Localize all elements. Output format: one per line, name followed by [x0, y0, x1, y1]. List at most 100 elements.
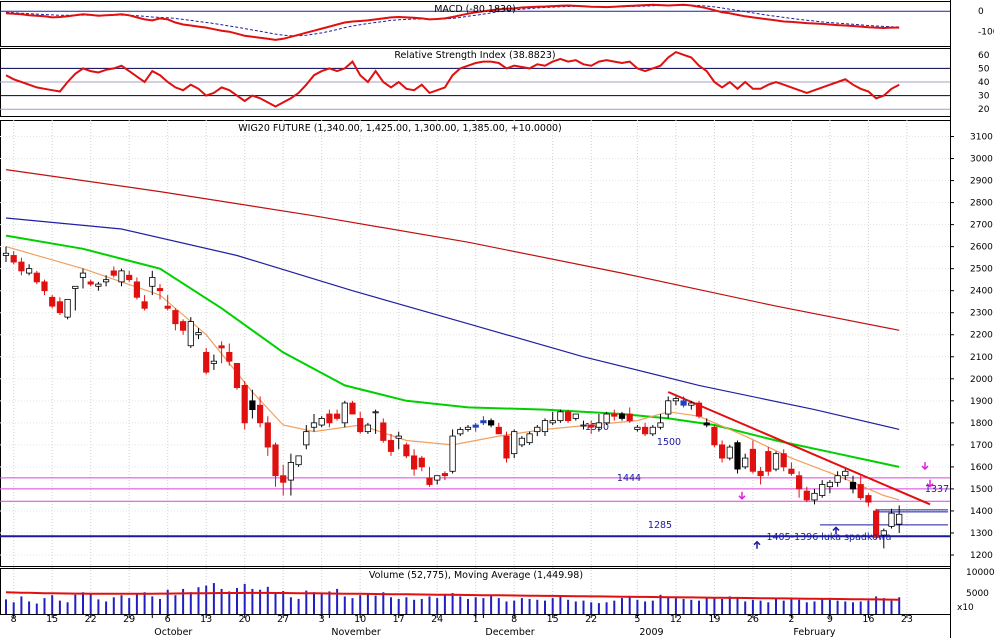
- candle-body: [172, 310, 179, 325]
- downtrend-line: [667, 391, 931, 506]
- candle-body: [249, 400, 256, 411]
- macd-tick-label: 0: [978, 7, 984, 17]
- candle-body: [757, 470, 764, 477]
- candle-body: [126, 274, 133, 281]
- volume-multiplier: x10: [957, 603, 974, 613]
- x-axis-label: 26: [747, 614, 759, 625]
- candle-body: [665, 400, 672, 415]
- macd-tick-label: -100: [978, 28, 994, 38]
- candle-body: [711, 426, 718, 446]
- candle-body: [318, 418, 325, 426]
- price-tick-label: 1700: [970, 441, 993, 451]
- candle-body: [642, 426, 649, 435]
- candle-body: [634, 426, 641, 430]
- candle-body: [226, 351, 233, 362]
- candle-body: [218, 345, 225, 349]
- signal-arrow: [753, 540, 761, 546]
- candle-body: [557, 411, 564, 422]
- candle-body: [449, 435, 456, 472]
- candle-body: [749, 448, 757, 472]
- price-tick-label: 2500: [970, 265, 993, 275]
- price-tick-label: 2700: [970, 221, 993, 231]
- moving-average-ma_mid: [5, 234, 900, 468]
- candle-body: [457, 429, 464, 435]
- candle-body: [95, 283, 102, 287]
- x-axis-label: February: [793, 627, 835, 638]
- candle-body: [287, 462, 295, 481]
- candle-body: [796, 475, 803, 490]
- price-tick-label: 2200: [970, 331, 993, 341]
- signal-arrow: [738, 495, 746, 500]
- candle-body: [2, 252, 10, 256]
- candle-body: [49, 296, 56, 307]
- candle-body: [410, 455, 418, 470]
- x-axis-label: 9: [827, 614, 833, 625]
- candle-body: [41, 281, 48, 292]
- x-axis-label: 19: [708, 614, 720, 625]
- candle-body: [333, 413, 341, 419]
- x-axis-label: 27: [277, 614, 289, 625]
- rsi-tick-label: 30: [978, 92, 990, 102]
- candle-body: [842, 470, 849, 477]
- candle-body: [518, 437, 526, 446]
- candle-body: [372, 411, 379, 414]
- candle-body: [464, 426, 472, 430]
- rsi-title: Relative Strength Index (38.8823): [394, 50, 555, 61]
- candle-body: [672, 398, 680, 402]
- x-axis-label: 12: [670, 614, 682, 625]
- candle-body: [395, 435, 402, 439]
- candle-body: [588, 424, 595, 428]
- price-tick-label: 2100: [970, 353, 993, 363]
- candle-body: [87, 281, 94, 285]
- volume-title: Volume (52,775), Moving Average (1,449.9…: [369, 570, 583, 581]
- level-label-1500: 1500: [657, 437, 681, 448]
- price-tick-label: 1400: [970, 507, 993, 517]
- candle-body: [303, 431, 310, 446]
- candle-body: [896, 513, 903, 525]
- candle-body: [495, 426, 502, 435]
- x-axis-label: December: [485, 627, 534, 638]
- candle-body: [503, 435, 510, 459]
- candle-body: [326, 413, 333, 424]
- candle-body: [849, 481, 857, 490]
- x-axis-label: November: [331, 627, 381, 638]
- candle-body: [780, 453, 787, 468]
- candle-body: [56, 301, 64, 314]
- price-tick-label: 2900: [970, 177, 993, 187]
- price-tick-label: 2400: [970, 287, 993, 297]
- candle-body: [179, 321, 187, 331]
- x-axis-label: 8: [511, 614, 517, 625]
- price-tick-label: 2600: [970, 243, 993, 253]
- x-axis-label: 16: [862, 614, 874, 625]
- rsi-tick-label: 40: [978, 78, 990, 88]
- signal-arrow: [926, 483, 934, 488]
- candle-body: [118, 270, 125, 283]
- price-tick-label: 1600: [970, 463, 993, 473]
- candle-body: [387, 440, 395, 452]
- candle-body: [280, 475, 287, 483]
- candle-body: [241, 384, 248, 424]
- candle-body: [364, 424, 372, 433]
- candle-body: [811, 492, 818, 501]
- macd-line: [5, 3, 900, 41]
- x-axis-label: 3: [319, 614, 325, 625]
- candle-body: [187, 321, 194, 347]
- candle-body: [865, 495, 872, 503]
- x-axis-label: 10: [354, 614, 366, 625]
- x-axis-label: 22: [85, 614, 97, 625]
- candle-body: [256, 404, 264, 424]
- price-title: WIG20 FUTURE (1,340.00, 1,425.00, 1,300.…: [238, 123, 562, 134]
- level-label-1285: 1285: [648, 520, 672, 531]
- rsi-tick-label: 20: [978, 105, 990, 115]
- price-tick-label: 2000: [970, 375, 993, 385]
- candle-body: [203, 351, 210, 373]
- x-axis-label: October: [154, 627, 192, 638]
- candle-body: [857, 484, 864, 499]
- candle-body: [418, 457, 425, 468]
- moving-average-ma_longest: [5, 169, 900, 331]
- chart-grid: [0, 10, 950, 614]
- x-axis-label: 17: [393, 614, 405, 625]
- candle-body: [380, 422, 387, 441]
- candle-body: [164, 305, 171, 309]
